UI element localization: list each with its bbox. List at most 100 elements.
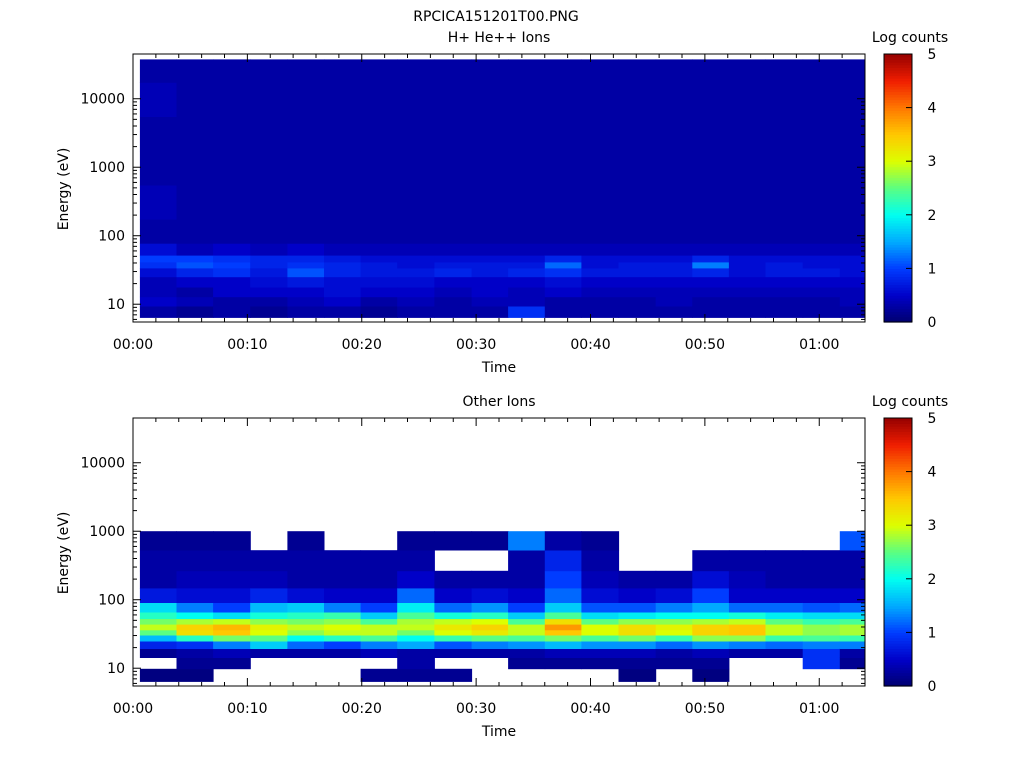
heatmap-cell [581,618,620,625]
heatmap-cell [471,612,509,620]
heatmap-cell [544,59,582,83]
colorbar-segment [884,233,912,237]
heatmap-cell [213,255,251,263]
colorbar-segment [884,193,912,197]
heatmap-cell [250,185,288,220]
colorbar-segment [884,303,912,307]
colorbar-frame [883,417,913,687]
colorbar-segment [884,645,912,650]
heatmap-cell [765,268,804,278]
colorbar-segment [884,632,912,636]
heatmap-cell [802,276,841,288]
colorbar-segment [884,656,912,660]
heatmap-cell [581,531,620,551]
colorbar-segment [884,222,912,227]
heatmap-cell [508,306,546,318]
heatmap-cell [250,276,288,288]
heatmap-cell [434,268,473,278]
heatmap-cell [397,531,435,551]
heatmap-cell [213,296,251,307]
colorbar-label: Log counts [872,30,948,46]
panel-other-ions: 00:00 00:10 00:20 00:30 00:40 00:50 01:0010100… [56,394,948,740]
heatmap-cell [213,531,251,551]
colorbar-segment [884,220,912,224]
heatmap-cell [508,531,546,551]
colorbar-segment [884,576,912,580]
heatmap-cell [287,243,325,256]
heatmap-cell [765,296,804,307]
heatmap-cell [139,641,177,649]
heatmap-cell [471,255,509,263]
heatmap-cell [176,262,214,269]
heatmap-cell [508,185,546,220]
colorbar-segment [884,284,912,288]
colorbar-segment [884,260,912,264]
heatmap-cell [765,612,804,620]
heatmap-cell [692,668,730,682]
heatmap-cell [213,59,251,83]
colorbar-tick-label: 5 [928,47,937,63]
colorbar-segment [884,616,912,620]
heatmap-cell [324,588,362,603]
x-tick-label: 00:50 [685,337,725,353]
colorbar-segment [884,316,912,320]
heatmap-cell [544,287,582,298]
heatmap-cell [434,219,473,244]
heatmap-cell [324,629,362,636]
heatmap-cell [287,262,325,269]
heatmap-cell [397,629,435,636]
colorbar-segment [884,271,912,275]
colorbar-segment [884,59,912,63]
y-axis-label: Energy (eV) [56,512,72,595]
heatmap-cell [397,624,435,631]
colorbar-segment [884,137,912,141]
heatmap-cell [324,276,362,288]
heatmap-cell [839,657,866,670]
colorbar-segment [884,568,912,572]
colorbar-segment [884,667,912,671]
x-axis-label: Time [481,360,516,376]
heatmap-cell [655,255,693,263]
heatmap-cell [728,276,766,288]
colorbar-segment [884,535,912,540]
colorbar-segment [884,600,912,604]
x-tick-label: 00:20 [342,701,382,717]
heatmap-cell [618,185,657,220]
heatmap-cell [176,641,214,649]
heatmap-cell [397,255,435,263]
heatmap-cell [360,185,398,220]
colorbar-segment [884,295,912,299]
colorbar-segment [884,541,912,545]
heatmap-cell [250,219,288,244]
heatmap-cell [213,268,251,278]
heatmap-cell [508,255,546,263]
colorbar-segment [884,238,912,243]
heatmap-cell [360,268,398,278]
heatmap-cell [287,268,325,278]
colorbar-segment [884,96,912,101]
heatmap-cell [692,635,730,642]
heatmap-cell [839,262,866,269]
heatmap-cell [250,648,288,658]
colorbar-segment [884,426,912,430]
heatmap-cell [471,531,509,551]
colorbar-segment [884,62,912,66]
heatmap-cell [655,618,693,625]
heatmap-cell [655,59,693,83]
colorbar-segment [884,661,912,666]
colorbar-segment [884,570,912,575]
heatmap-cell [434,570,473,589]
heatmap-cell [176,668,214,682]
heatmap-cell [692,296,730,307]
colorbar-segment [884,565,912,569]
colorbar-segment [884,450,912,454]
heatmap-cell [324,116,362,152]
heatmap-cell [544,306,582,318]
heatmap-cell [839,618,866,625]
heatmap-cell [397,657,435,670]
heatmap-cell [397,641,435,649]
colorbar-tick-label: 4 [928,101,937,117]
heatmap-cell [213,641,251,649]
y-tick-label: 10000 [80,456,125,472]
heatmap-cell [287,116,325,152]
